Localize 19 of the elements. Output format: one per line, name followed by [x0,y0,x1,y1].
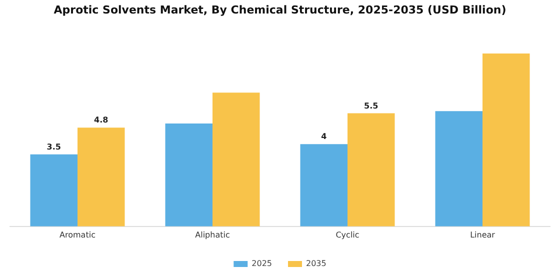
bar [348,113,395,226]
x-tick-label: Linear [470,230,496,240]
x-tick-label: Aliphatic [195,230,230,240]
legend-label: 2025 [252,259,272,268]
x-tick-label: Cyclic [336,230,360,240]
bar [435,111,482,226]
data-label: 5.5 [364,101,379,110]
data-label: 4 [321,132,328,142]
data-label: 3.5 [46,142,62,152]
data-label: 4.8 [94,116,109,125]
bar [482,54,530,226]
bar [30,154,78,226]
bar [212,92,260,226]
x-tick-label: Aromatic [60,230,96,240]
bar [165,124,212,226]
bar [300,144,348,226]
chart-title: Aprotic Solvents Market, By Chemical Structure, 2025-2035 (USD Billion) [54,3,506,16]
legend-label: 2035 [306,259,326,268]
bar [78,128,125,226]
